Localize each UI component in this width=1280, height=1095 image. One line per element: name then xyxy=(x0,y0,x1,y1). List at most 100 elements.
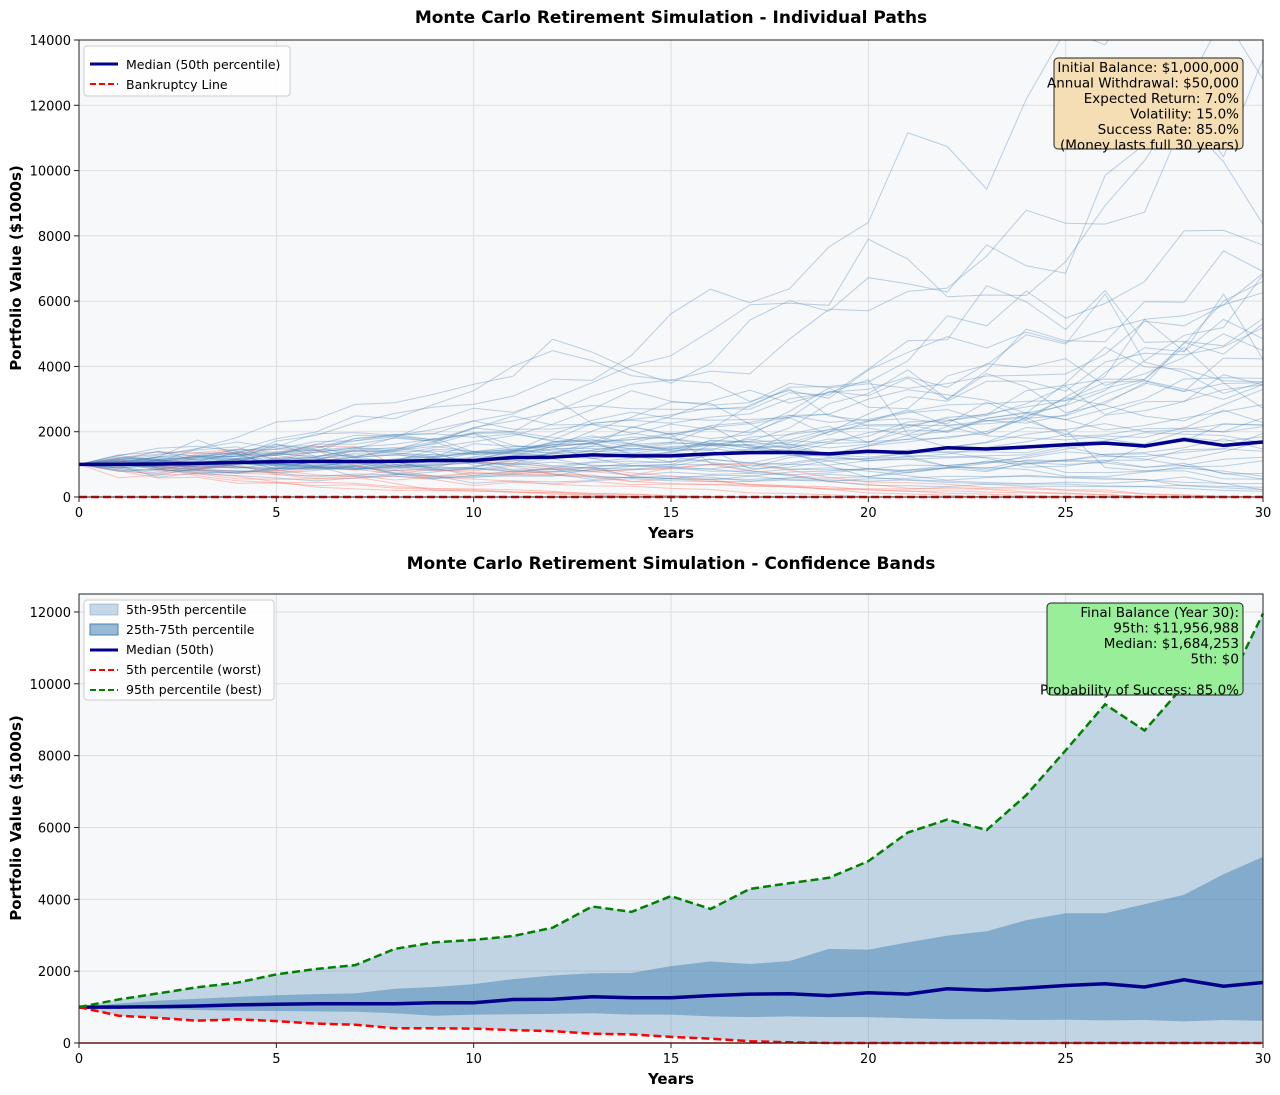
success-path-line xyxy=(79,404,1263,468)
annotation-line: Median: $1,684,253 xyxy=(1104,636,1239,652)
success-path-line xyxy=(79,463,1263,485)
success-path-line xyxy=(79,40,1263,465)
x-tick-label: 5 xyxy=(272,1052,280,1067)
p95-line xyxy=(78,612,1265,1009)
success-path-line xyxy=(79,448,1263,480)
success-path-line xyxy=(79,346,1263,465)
annotation-line: 95th: $11,956,988 xyxy=(1113,621,1239,637)
median-line xyxy=(79,978,1264,1009)
x-tick-label: 0 xyxy=(75,506,83,521)
success-path-line xyxy=(79,433,1263,471)
success-path-line xyxy=(79,40,1263,469)
success-path-line xyxy=(79,379,1263,465)
success-path-line xyxy=(79,318,1263,465)
success-path-line xyxy=(79,372,1263,471)
legend-median: Median (50th percentile) xyxy=(126,57,280,72)
success-path-line xyxy=(79,58,1263,470)
x-axis-label: Years xyxy=(647,1070,694,1088)
annotation-line: Final Balance (Year 30): xyxy=(1080,605,1239,621)
success-path-line xyxy=(79,449,1263,491)
y-axis-label: Portfolio Value ($1000s) xyxy=(7,715,25,920)
y-tick-label: 2000 xyxy=(38,426,71,441)
failed-path-line xyxy=(79,461,1263,497)
ticks: 0 5 10 15 20 25 30 0 2000 4000 6000 8000 10000 12000 xyxy=(30,606,1272,1067)
band-25-75 xyxy=(79,856,1263,1022)
success-path-line xyxy=(79,415,1263,488)
chart-title: Monte Carlo Retirement Simulation - Conf… xyxy=(407,554,936,574)
failed-path-line xyxy=(79,460,1263,497)
success-path-line xyxy=(79,323,1263,471)
success-path-line xyxy=(79,425,1263,473)
x-tick-label: 30 xyxy=(1255,506,1272,521)
annotation-line: (Money lasts full 30 years) xyxy=(1060,138,1239,154)
x-tick-label: 30 xyxy=(1255,1052,1272,1067)
x-tick-label: 10 xyxy=(465,1052,482,1067)
success-path-line xyxy=(79,443,1263,480)
annotation-line: 5th: $0 xyxy=(1191,652,1239,668)
x-tick-label: 0 xyxy=(75,1052,83,1067)
y-tick-label: 14000 xyxy=(30,34,71,49)
success-path-line xyxy=(79,293,1263,466)
legend-band-5-95-swatch xyxy=(89,603,119,616)
individual-paths-chart: 0 5 10 15 20 25 30 0 2000 4000 6000 8000 10000 12000 1… xyxy=(7,8,1272,542)
y-tick-label: 12000 xyxy=(30,606,71,621)
failed-path-line xyxy=(79,458,1263,497)
y-tick-label: 0 xyxy=(63,1037,71,1052)
success-path-line xyxy=(79,408,1263,476)
legend-p95: 95th percentile (best) xyxy=(126,682,262,697)
failed-path-line xyxy=(79,449,1263,497)
failed-path-line xyxy=(79,462,1263,497)
success-path-line xyxy=(79,432,1263,468)
y-tick-label: 10000 xyxy=(30,678,71,693)
failed-path-line xyxy=(79,460,1263,497)
success-path-line xyxy=(79,280,1263,474)
legend: Median (50th percentile) Bankruptcy Line xyxy=(83,45,291,97)
chart-title: Monte Carlo Retirement Simulation - Indi… xyxy=(415,8,927,28)
y-tick-label: 8000 xyxy=(38,750,71,765)
y-tick-label: 10000 xyxy=(30,165,71,180)
success-path-line xyxy=(79,452,1263,475)
annotation-line: Probability of Success: 85.0% xyxy=(1040,683,1239,699)
x-tick-label: 15 xyxy=(663,1052,680,1067)
y-tick-label: 8000 xyxy=(38,230,71,245)
success-path-line xyxy=(79,346,1263,477)
x-tick-label: 15 xyxy=(663,506,680,521)
y-tick-label: 4000 xyxy=(38,360,71,375)
x-tick-label: 25 xyxy=(1057,506,1074,521)
y-tick-label: 6000 xyxy=(38,821,71,836)
y-tick-label: 6000 xyxy=(38,295,71,310)
success-path-line xyxy=(79,456,1263,480)
success-path-line xyxy=(79,285,1263,467)
success-path-line xyxy=(79,374,1263,470)
success-path-line xyxy=(79,377,1263,466)
ticks: 0 5 10 15 20 25 30 0 2000 4000 6000 8000 10000 12000 1… xyxy=(30,34,1272,521)
success-path-line xyxy=(79,417,1263,481)
x-tick-label: 20 xyxy=(860,1052,877,1067)
y-tick-label: 2000 xyxy=(38,965,71,980)
success-path-line xyxy=(79,423,1263,477)
y-tick-label: 12000 xyxy=(30,99,71,114)
success-path-line xyxy=(79,274,1263,472)
failed-path-line xyxy=(79,463,1263,497)
legend-band-25-75-swatch xyxy=(89,623,119,636)
success-path-line xyxy=(79,458,1263,492)
legend-band-5-95: 5th-95th percentile xyxy=(126,602,247,617)
success-path-line xyxy=(79,436,1263,479)
failed-path-line xyxy=(79,463,1263,497)
success-path-line xyxy=(79,293,1263,474)
success-path-line xyxy=(79,327,1263,474)
success-path-line xyxy=(79,250,1263,472)
success-path-line xyxy=(79,423,1263,471)
annotation-line: Initial Balance: $1,000,000 xyxy=(1057,60,1239,76)
y-tick-label: 4000 xyxy=(38,893,71,908)
failed-path-line xyxy=(79,445,1263,497)
success-path-line xyxy=(79,272,1263,467)
legend-bankruptcy: Bankruptcy Line xyxy=(126,77,228,92)
x-axis-label: Years xyxy=(647,524,694,542)
legend-p5: 5th percentile (worst) xyxy=(126,662,261,677)
x-tick-label: 5 xyxy=(272,506,280,521)
success-path-line xyxy=(79,450,1263,482)
legend-band-25-75: 25th-75th percentile xyxy=(126,622,255,637)
